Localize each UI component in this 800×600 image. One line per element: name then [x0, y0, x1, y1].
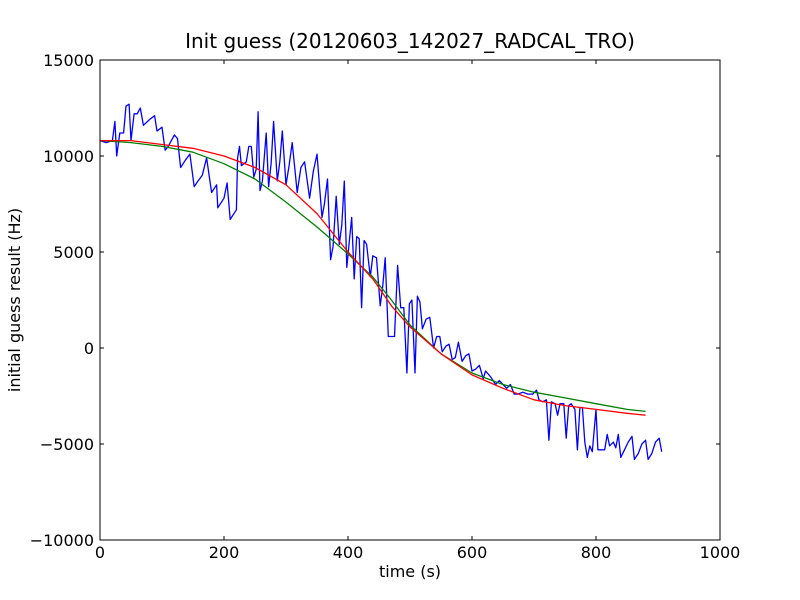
chart-title: Init guess (20120603_142027_RADCAL_TRO): [185, 29, 635, 53]
y-tick-label-3: 5000: [53, 243, 94, 262]
x-tick-label-4: 800: [581, 543, 612, 562]
x-axis-ticks: 0 200 400 600 800 1000: [95, 60, 740, 562]
y-axis-label: initial guess result (Hz): [5, 208, 24, 392]
x-tick-label-5: 1000: [700, 543, 741, 562]
series-line-1: [99, 103, 663, 461]
y-tick-label-4: 10000: [43, 147, 94, 166]
y-tick-label-2: 0: [84, 339, 94, 358]
y-tick-label-5: 15000: [43, 51, 94, 70]
x-tick-label-2: 400: [333, 543, 364, 562]
x-axis-label: time (s): [379, 562, 441, 581]
x-tick-label-1: 200: [209, 543, 240, 562]
x-tick-label-0: 0: [95, 543, 105, 562]
x-tick-label-3: 600: [457, 543, 488, 562]
y-axis-ticks: −10000 −5000 0 5000 10000 15000: [30, 51, 720, 550]
series-line-3: [100, 139, 646, 416]
y-tick-label-0: −10000: [30, 531, 94, 550]
plot-series: [99, 103, 663, 461]
plot-frame: [99, 59, 721, 541]
series-line-2: [99, 139, 646, 413]
y-tick-label-1: −5000: [40, 435, 94, 454]
